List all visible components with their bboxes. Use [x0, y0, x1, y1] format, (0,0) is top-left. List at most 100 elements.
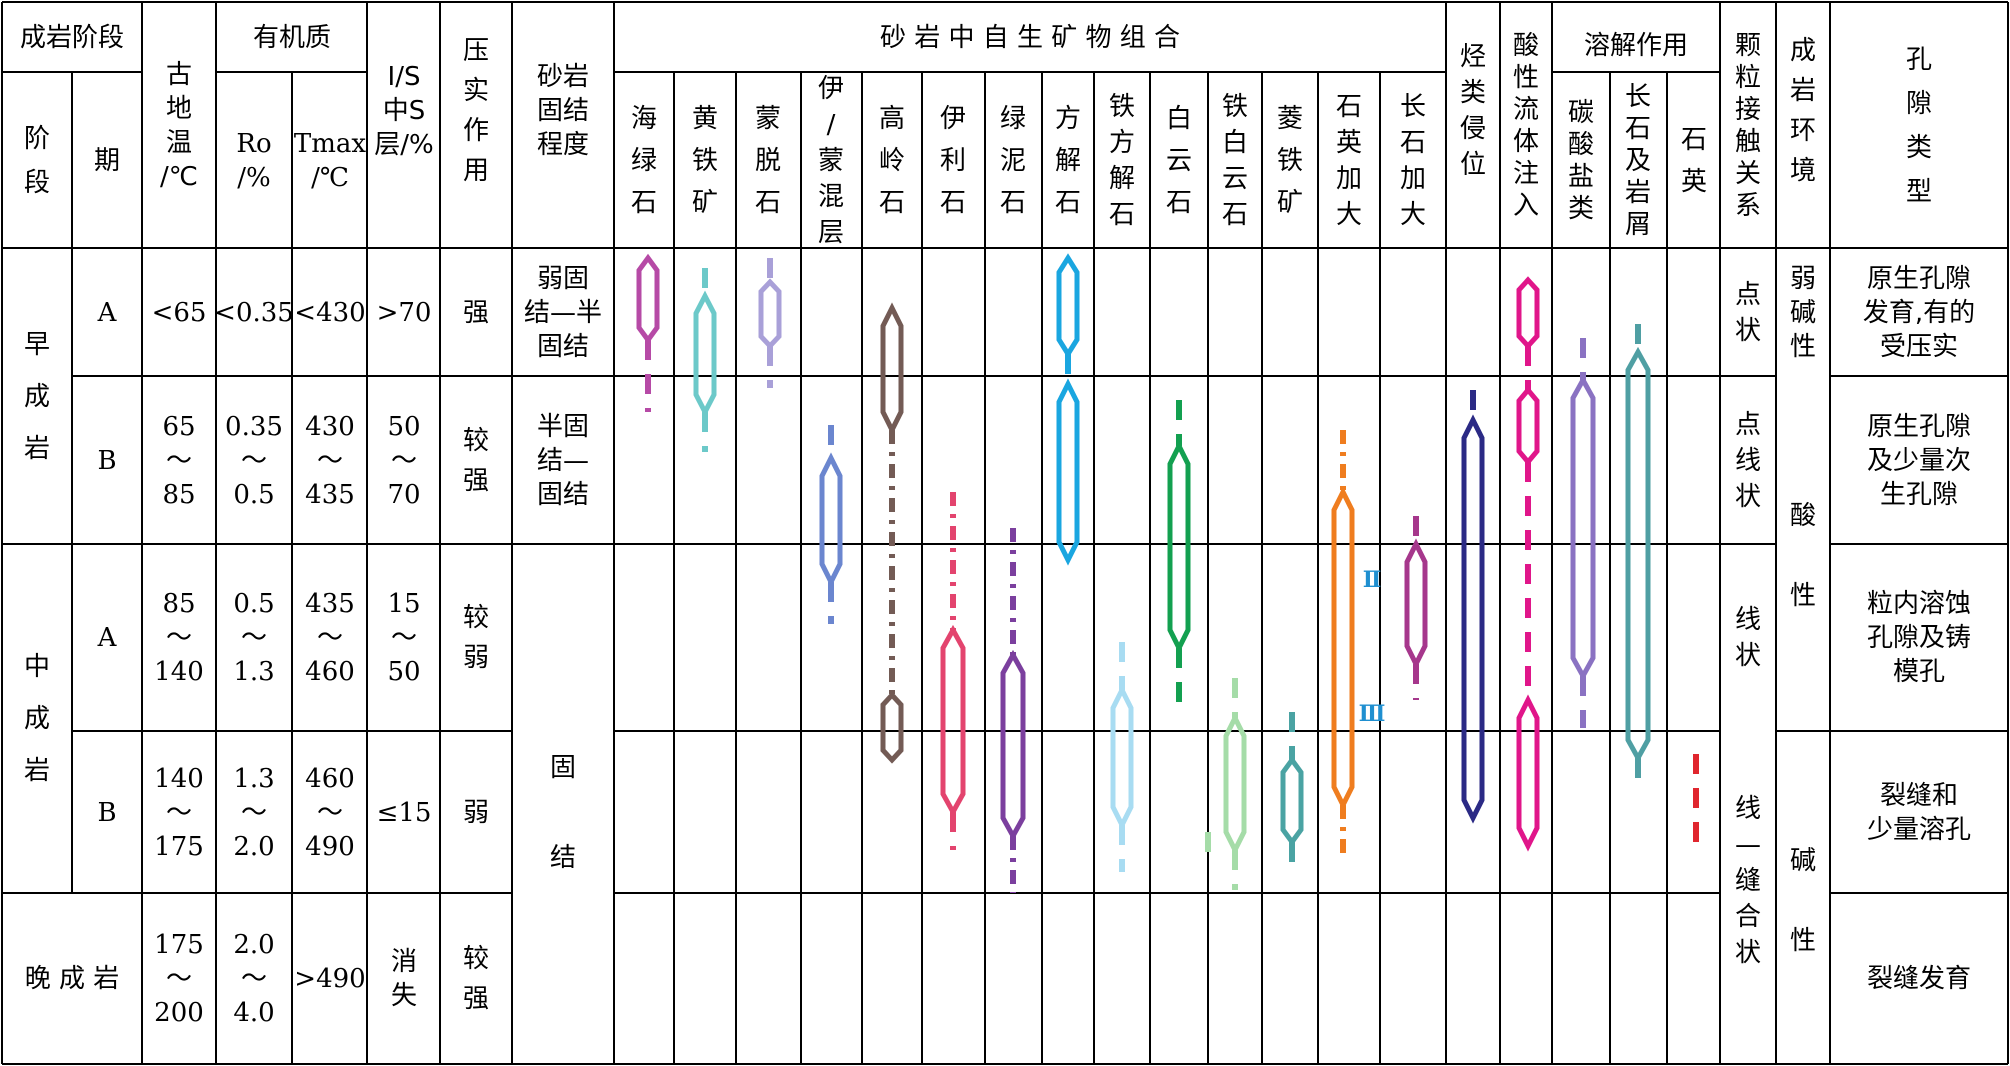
- header-environment: 成岩环境: [1790, 36, 1816, 186]
- paleotemp-cell: 85 ～ 140: [154, 589, 204, 687]
- is-cell: 15 ～ 50: [387, 589, 420, 687]
- tmax-cell: 435 ～ 460: [305, 589, 355, 687]
- header-consolidation: 砂岩固结程度: [537, 62, 589, 160]
- contact-cell: 点状: [1735, 280, 1761, 346]
- header-ro: Ro/%: [236, 129, 271, 193]
- paleotemp-cell: 175 ～ 200: [154, 930, 204, 1028]
- consolidation-cell: 弱固结—半固结: [524, 264, 602, 362]
- header-compaction: 压实作用: [463, 36, 489, 186]
- pore-type-cell: 裂缝和少量溶孔: [1867, 781, 1971, 845]
- compaction-cell: 弱: [463, 798, 489, 828]
- header-stage-group: 成岩阶段: [20, 23, 124, 53]
- merge-mask: [1777, 374, 1829, 378]
- quartz-label-iii: Ⅲ: [1359, 701, 1386, 727]
- calcite-range: [1056, 253, 1080, 359]
- merge-mask: [1721, 729, 1775, 733]
- stage-middle: 中成岩: [24, 652, 50, 786]
- header-minerals: 砂 岩 中 自 生 矿 物 组 合: [880, 23, 1180, 53]
- period-cell: A: [97, 623, 118, 653]
- glauconite-range: [636, 253, 660, 345]
- ro-cell: 2.0 ～ 4.0: [233, 930, 274, 1028]
- header-tmax: Tmax/℃: [294, 129, 366, 193]
- consolidation-cell: 半固结—固结: [537, 412, 589, 510]
- ro-cell: 0.35 ～ 0.5: [225, 412, 283, 510]
- mineral-column-header: 铁方解石: [1109, 92, 1135, 230]
- paleotemp-cell: <65: [152, 298, 207, 328]
- merge-mask: [3, 374, 71, 378]
- illite-range: [940, 624, 966, 818]
- ro-cell: 0.5 ～ 1.3: [233, 589, 274, 687]
- pore-type-cell: 原生孔隙发育,有的受压实: [1863, 264, 1975, 362]
- header-stage: 阶段: [24, 124, 50, 198]
- kaolinite-range-2: [880, 691, 904, 764]
- contact-suture: 线—缝合状: [1735, 794, 1761, 968]
- dolomite-range: [1167, 440, 1191, 654]
- mineral-column-header: 高岭石: [879, 104, 905, 218]
- mineral-column-header: 伊/蒙混层: [818, 74, 844, 248]
- merge-mask: [3, 729, 71, 733]
- mineral-column-header: 菱铁矿: [1277, 104, 1303, 218]
- header-is: I/S 中S 层/%: [374, 62, 433, 160]
- dissolution-column-header: 石英: [1681, 125, 1707, 197]
- stage-early: 早成岩: [24, 330, 50, 464]
- is-cell: 消失: [391, 947, 417, 1011]
- merge-mask: [1721, 891, 1775, 895]
- header-organic: 有机质: [253, 23, 331, 53]
- header-dissolution: 溶解作用: [1584, 31, 1688, 61]
- mineral-range-marks: [636, 253, 1699, 893]
- mineral-column-header: 石英加大: [1336, 92, 1362, 230]
- paleotemp-cell: 140 ～ 175: [154, 764, 204, 862]
- header-period: 期: [94, 146, 120, 176]
- kaolinite-range: [880, 302, 904, 436]
- merge-mask: [70, 895, 74, 1062]
- chlorite-range: [1000, 649, 1026, 842]
- stage-late: 晚 成 岩: [25, 964, 120, 994]
- quartz-label-ii: Ⅱ: [1363, 567, 1382, 593]
- period-cell: B: [97, 798, 116, 828]
- ro-cell: <0.35: [214, 298, 294, 328]
- pore-type-cell: 粒内溶蚀孔隙及铸模孔: [1867, 589, 1971, 687]
- tmax-cell: >490: [294, 964, 365, 994]
- tmax-cell: 430 ～ 435: [305, 412, 355, 510]
- environment-alkaline: 碱性: [1790, 846, 1816, 956]
- contact-cell: 线状: [1735, 605, 1761, 671]
- mineral-column-header: 方解石: [1055, 104, 1081, 218]
- header-paleotemp: 古地温/℃: [160, 60, 198, 192]
- environment-acid: 酸性: [1790, 501, 1816, 611]
- contact-cell: 点线状: [1735, 410, 1761, 512]
- fe-calcite-range: [1110, 684, 1134, 831]
- pyrite-range: [693, 290, 717, 418]
- tmax-cell: <430: [294, 298, 365, 328]
- paleotemp-cell: 65 ～ 85: [162, 412, 195, 510]
- mineral-column-header: 海绿石: [631, 104, 657, 218]
- compaction-cell: 较弱: [463, 603, 489, 673]
- quartz-range: [1331, 486, 1355, 811]
- feld-dis-range: [1625, 346, 1651, 764]
- mineral-column-header: 黄铁矿: [692, 104, 718, 218]
- header-pore: 孔隙类型: [1906, 45, 1932, 207]
- smectite-range: [758, 278, 782, 350]
- is-cell: ≤15: [377, 798, 432, 828]
- period-cell: A: [97, 298, 118, 328]
- carbonate-range: [1570, 374, 1596, 682]
- calcite-range-2: [1056, 378, 1080, 566]
- compaction-cell: 较强: [463, 944, 489, 1014]
- period-cell: B: [97, 446, 116, 476]
- environment-weak-alkaline: 弱碱性: [1790, 264, 1816, 362]
- compaction-cell: 较强: [463, 426, 489, 496]
- acid-range-3: [1516, 694, 1540, 852]
- is-cell: >70: [377, 298, 432, 328]
- mineral-column-header: 伊利石: [940, 104, 966, 218]
- dissolution-column-header: 碳酸盐类: [1568, 98, 1594, 224]
- fe-dolomite-range: [1223, 712, 1247, 856]
- merge-mask: [513, 891, 613, 895]
- tmax-cell: 460 ～ 490: [305, 764, 355, 862]
- is-cell: 50 ～ 70: [387, 412, 420, 510]
- pore-type-cell: 裂缝发育: [1867, 964, 1971, 994]
- acid-range-1: [1516, 276, 1540, 350]
- compaction-cell: 强: [463, 298, 489, 328]
- header-contact: 颗粒接触关系: [1735, 31, 1761, 221]
- mineral-column-header: 长石加大: [1400, 92, 1426, 230]
